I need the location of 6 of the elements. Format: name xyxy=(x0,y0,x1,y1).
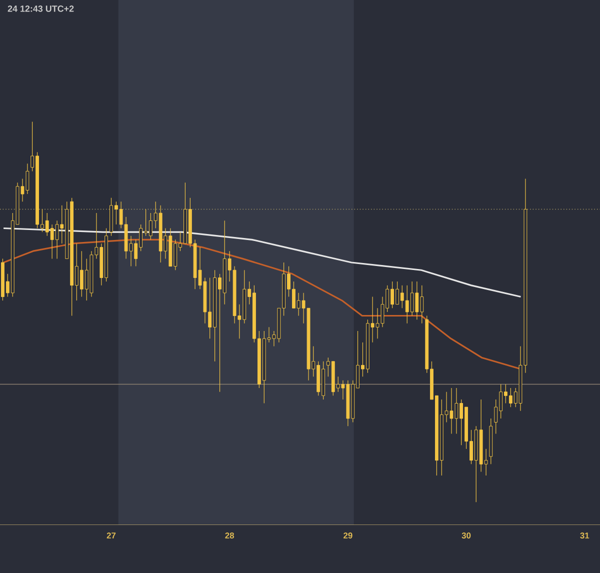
text: 24 12:43 UTC+2 xyxy=(8,6,74,12)
x-tick-label: 27 xyxy=(106,532,116,538)
x-tick-label: 29 xyxy=(344,532,352,539)
x-tick-label: 30 xyxy=(462,532,471,539)
x-tick-label: 28 xyxy=(225,532,234,539)
x-tick-label: 31 xyxy=(580,532,590,539)
